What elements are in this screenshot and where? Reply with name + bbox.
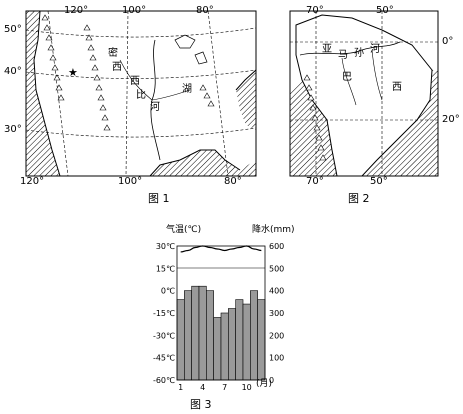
precip-bar [191, 285, 200, 381]
figure-3: 气温(℃) 降水(mm) 30℃ 15℃ 0℃ -15℃ -30℃ -45℃ -60℃ 60… [140, 218, 310, 414]
month-tick-label: 7 [222, 383, 227, 392]
fig1-lon-bottom-1: 100° [118, 176, 143, 187]
star-marker: ★ [68, 66, 78, 79]
temp-tick-label: -60℃ [153, 376, 175, 385]
month-tick-label: 10 [242, 383, 252, 392]
fig1-caption: 图 1 [148, 192, 170, 205]
temp-tick-label: -45℃ [153, 354, 175, 363]
month-tick-label: 1 [178, 383, 183, 392]
precip-bars [176, 285, 266, 381]
temp-axis-header: 气温(℃) [166, 225, 202, 235]
fig1-lon-bottom-0: 120° [20, 176, 45, 187]
precip-tick-label: 200 [269, 331, 284, 340]
fig2-region-label-4: 巴 [342, 72, 352, 83]
temp-tick-label: -30℃ [153, 331, 175, 340]
fig2-region-label-2: 孙 [354, 48, 364, 59]
fig2-region-label-1: 马 [338, 50, 348, 61]
precip-tick-label: 500 [269, 264, 284, 273]
precip-bar [184, 290, 192, 381]
precip-axis-header: 降水(mm) [252, 225, 295, 235]
precip-tick-label: 300 [269, 309, 284, 318]
fig2-lon-bottom-1: 50° [370, 176, 388, 187]
north-america-map: ★ [25, 10, 257, 177]
fig1-region-label-3: 比 [136, 90, 146, 101]
temp-line [180, 245, 262, 253]
fig1-lake-label: 湖 [182, 84, 192, 95]
fig2-lon-top-0: 70° [306, 5, 324, 16]
precip-bar [242, 303, 251, 381]
precip-tick-label: 600 [269, 242, 284, 251]
precip-bar [206, 290, 214, 381]
temp-tick-label: 15℃ [156, 264, 175, 273]
temp-tick-labels: 30℃ 15℃ 0℃ -15℃ -30℃ -45℃ -60℃ [153, 242, 175, 385]
month-tick-label: 4 [200, 383, 205, 392]
precip-tick-label: 400 [269, 287, 284, 296]
temp-line-group [180, 245, 262, 253]
precip-bar [176, 299, 185, 381]
south-america-map [289, 10, 439, 177]
temp-tick-label: -15℃ [153, 309, 175, 318]
fig1-region-label-1: 西 [112, 62, 122, 73]
temp-tick-label: 0℃ [161, 287, 175, 296]
figure-1: ★ 120° 100° 80° 120° 100° 80° 50° 40° 30… [0, 0, 270, 205]
temp-tick-label: 30℃ [156, 242, 175, 251]
precip-tick-label: 100 [269, 354, 284, 363]
fig1-lon-bottom-2: 80° [224, 176, 242, 187]
precip-bar [250, 290, 258, 381]
rocky-mountains [41, 14, 215, 131]
fig2-lon-bottom-0: 70° [306, 176, 324, 187]
fig1-lon-top-2: 80° [196, 5, 214, 16]
precip-bar [198, 285, 207, 381]
fig1-lon-top-1: 100° [122, 5, 147, 16]
plot-frame [176, 245, 266, 381]
fig3-caption: 图 3 [190, 398, 212, 411]
precip-bar [228, 308, 236, 381]
fig1-region-label-0: 密 [108, 48, 118, 59]
precip-bar [257, 299, 266, 381]
fig2-lat-1: 20° [442, 114, 460, 125]
fig1-lat-2: 30° [4, 124, 22, 135]
month-unit-label: (月) [256, 379, 273, 389]
fig2-lat-0: 0° [442, 36, 454, 47]
figure-2: 70° 50° 70° 50° 0° 20° 亚 马 孙 河 巴 西 图 2 [282, 0, 463, 205]
fig1-region-label-4: 河 [150, 102, 160, 113]
fig2-region-label-0: 亚 [322, 44, 332, 55]
fig2-lon-top-1: 50° [376, 5, 394, 16]
fig1-region-label-2: 西 [130, 76, 140, 87]
fig1-lon-top-0: 120° [64, 5, 89, 16]
month-tick-labels: 1 4 7 10 [178, 383, 252, 392]
fig2-region-label-5: 西 [392, 82, 402, 93]
precip-bar [235, 299, 244, 381]
precip-bar [213, 317, 222, 381]
fig2-region-label-3: 河 [370, 44, 380, 55]
fig2-caption: 图 2 [348, 192, 370, 205]
fig1-lat-0: 50° [4, 24, 22, 35]
precip-tick-labels: 600 500 400 300 200 100 0 [269, 242, 284, 385]
precip-bar [220, 312, 229, 381]
climate-chart: 30℃ 15℃ 0℃ -15℃ -30℃ -45℃ -60℃ 600 500 400 300 200… [153, 242, 284, 392]
fig1-lat-1: 40° [4, 66, 22, 77]
precip-tick-label: 0 [269, 376, 274, 385]
